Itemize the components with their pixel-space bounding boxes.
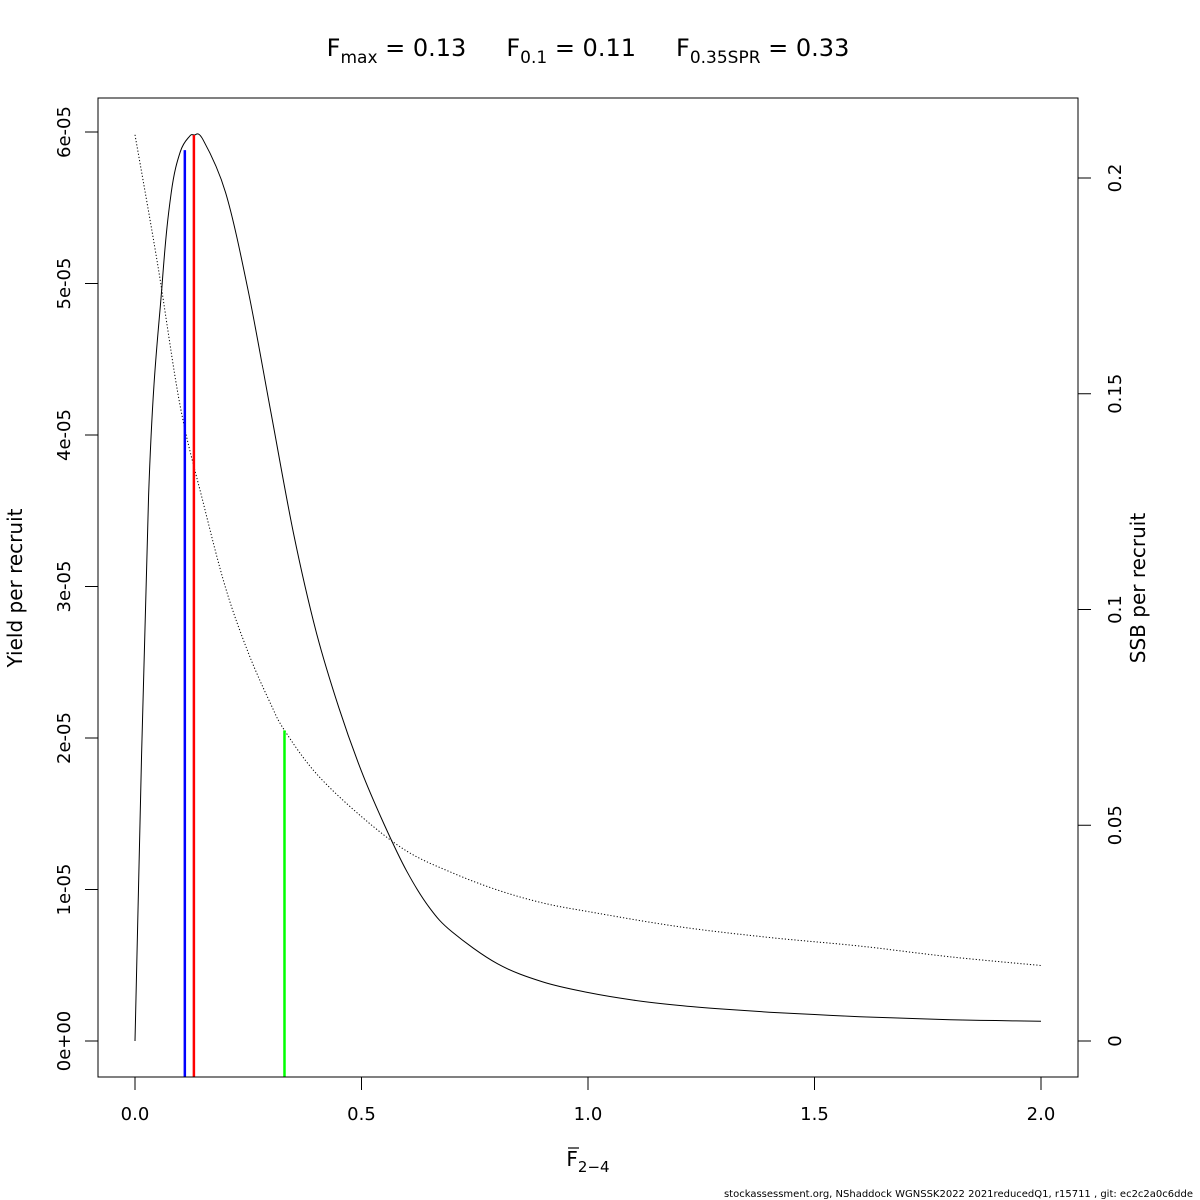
chart-title: Fmax = 0.13 F0.1 = 0.11 F0.35SPR = 0.33: [327, 34, 850, 68]
title-f01-base: F: [506, 34, 520, 62]
x-axis-title: F2−4: [566, 1147, 609, 1176]
y-right-tick-label: 0.2: [1105, 164, 1126, 193]
y-right-tick-label: 0.15: [1105, 374, 1126, 414]
title-f035-value: = 0.33: [761, 34, 850, 62]
title-f01-sub: 0.1: [520, 48, 547, 68]
y-right-tick-label: 0.05: [1105, 805, 1126, 845]
yield-per-recruit-curve: [134, 133, 1042, 1042]
title-f035-base: F: [676, 34, 690, 62]
y-left-tick-label: 1e-05: [54, 864, 75, 916]
y-right-tick-label: 0: [1105, 1035, 1126, 1046]
title-f035-sub: 0.35SPR: [690, 48, 761, 68]
x-tick-label: 1.0: [574, 1104, 603, 1125]
ssb-per-recruit-curve: [134, 134, 1042, 966]
title-f01-value: = 0.11: [547, 34, 636, 62]
reference-lines-layer: [183, 135, 286, 1077]
y-left-tick-label: 3e-05: [54, 561, 75, 613]
y-left-axis: 0e+00 1e-05 2e-05 3e-05 4e-05 5e-05 6e-05: [54, 106, 99, 1072]
title-fmax-sub: max: [340, 48, 377, 68]
x-tick-label: 1.5: [800, 1104, 829, 1125]
y-left-tick-label: 2e-05: [54, 712, 75, 764]
y-left-tick-label: 6e-05: [54, 106, 75, 158]
x-axis: 0.0 0.5 1.0 1.5 2.0: [121, 1076, 1056, 1125]
curves-layer: [134, 133, 1042, 1042]
x-axis-title-sub: 2−4: [578, 1158, 610, 1176]
x-tick-label: 0.5: [347, 1104, 376, 1125]
y-left-tick-label: 4e-05: [54, 409, 75, 461]
y-left-tick-label: 0e+00: [54, 1011, 75, 1072]
x-axis-title-base: F: [566, 1147, 578, 1171]
y-right-axis-title: SSB per recruit: [1126, 513, 1150, 664]
x-tick-label: 0.0: [121, 1104, 150, 1125]
title-fmax-base: F: [327, 34, 341, 62]
footer-credit: stockassessment.org, NShaddock WGNSSK202…: [724, 1189, 1193, 1200]
x-tick-label: 2.0: [1027, 1104, 1056, 1125]
title-fmax-value: = 0.13: [378, 34, 467, 62]
y-right-axis: 0 0.05 0.1 0.15 0.2: [1077, 164, 1126, 1047]
y-right-tick-label: 0.1: [1105, 595, 1126, 624]
plot-frame: [97, 97, 1079, 1078]
y-left-tick-label: 5e-05: [54, 258, 75, 310]
y-left-axis-title: Yield per recruit: [3, 508, 27, 668]
